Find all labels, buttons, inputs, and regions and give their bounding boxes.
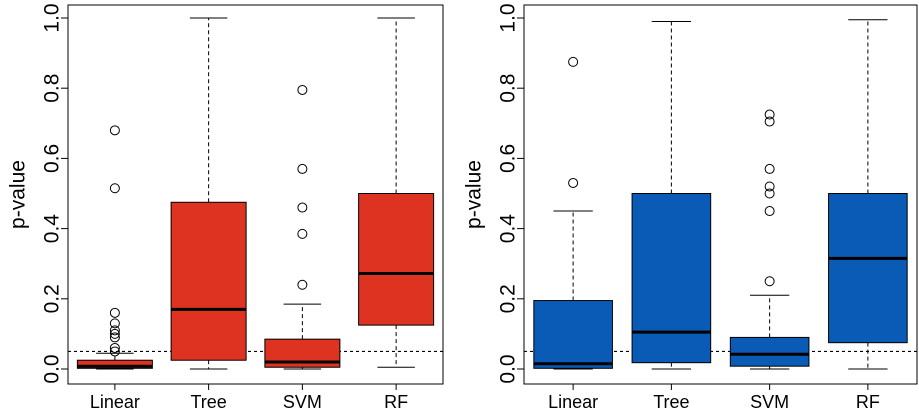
- outlier-point: [568, 56, 579, 67]
- box-svm: [729, 109, 810, 370]
- box-body: [729, 336, 810, 367]
- plot-frame: [67, 4, 444, 385]
- outlier-point: [764, 163, 775, 174]
- y-tick-label: 0.0: [41, 354, 64, 383]
- x-tick-label: Linear: [548, 392, 598, 412]
- box-svm: [264, 84, 341, 370]
- y-tick-label: 0.8: [41, 74, 64, 103]
- box-body: [631, 193, 712, 364]
- y-axis-label: p-value: [463, 160, 486, 229]
- box-tree: [170, 17, 247, 370]
- outlier-point: [764, 109, 775, 120]
- box-tree: [631, 21, 712, 370]
- x-tick-label: RF: [856, 392, 880, 412]
- box-body: [170, 201, 247, 361]
- outlier-point: [764, 116, 775, 127]
- box-body: [358, 193, 435, 326]
- outlier-point: [109, 332, 120, 343]
- outlier-point: [297, 279, 308, 290]
- outlier-point: [297, 202, 308, 213]
- outlier-point: [568, 177, 579, 188]
- y-tick-label: 0.8: [497, 74, 520, 103]
- x-tick-label: RF: [384, 392, 408, 412]
- box-linear: [533, 56, 613, 370]
- outlier-point: [109, 318, 120, 329]
- y-tick-label: 0.6: [497, 144, 520, 173]
- outlier-point: [109, 325, 120, 336]
- outlier-point: [297, 84, 308, 95]
- box-body: [828, 193, 908, 344]
- chart-panel-1: 0.0 0.2 0.4 0.6 0.8 1.0 p-value Linear Tree SVM RF: [7, 3, 444, 412]
- y-tick-label: 0.2: [497, 284, 520, 313]
- y-tick-label: 0.4: [497, 214, 520, 244]
- y-tick-label: 0.4: [41, 214, 64, 244]
- outlier-point: [109, 328, 120, 339]
- y-axis-label: p-value: [7, 160, 30, 229]
- outlier-point: [764, 276, 775, 287]
- outlier-point: [109, 346, 120, 357]
- outlier-point: [764, 188, 775, 199]
- x-tick-label: Linear: [90, 392, 140, 412]
- outlier-point: [109, 342, 120, 353]
- y-tick-label: 0.6: [41, 144, 64, 173]
- x-tick-label: SVM: [750, 392, 789, 412]
- y-tick-label: 1.0: [41, 3, 64, 32]
- outlier-point: [109, 125, 120, 136]
- chart-panel-2: 0.0 0.2 0.4 0.6 0.8 1.0 p-value Linear Tree SVM RF: [463, 3, 918, 412]
- y-tick-label: 0.2: [41, 284, 64, 313]
- outlier-point: [109, 183, 120, 194]
- box-rf: [828, 19, 908, 370]
- x-tick-label: SVM: [283, 392, 322, 412]
- x-tick-label: Tree: [653, 392, 689, 412]
- box-body: [76, 359, 153, 369]
- box-rf: [358, 17, 435, 368]
- x-tick-label: Tree: [190, 392, 226, 412]
- box-linear: [76, 125, 153, 370]
- outlier-point: [297, 228, 308, 239]
- outlier-point: [297, 163, 308, 174]
- box-body: [533, 300, 613, 369]
- plot-frame: [523, 4, 918, 385]
- y-tick-label: 1.0: [497, 3, 520, 32]
- outlier-point: [764, 206, 775, 217]
- y-tick-label: 0.0: [497, 354, 520, 383]
- outlier-point: [109, 307, 120, 318]
- outlier-point: [764, 181, 775, 192]
